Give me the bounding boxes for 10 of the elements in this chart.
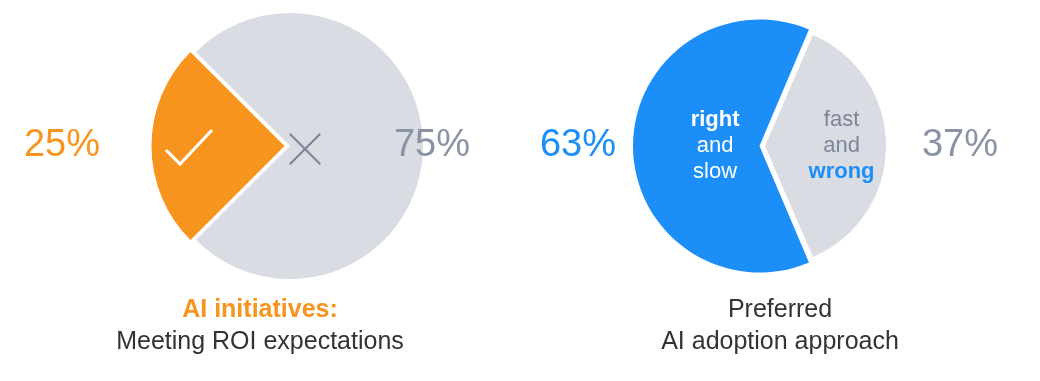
data-label: 63%	[539, 122, 617, 165]
text: Preferred	[726, 293, 834, 324]
text: Meeting ROI expectations	[115, 325, 405, 356]
data-label: 25%	[23, 122, 101, 165]
slice-label: fast and wrong	[807, 106, 875, 184]
data-label: 37%	[921, 122, 999, 165]
slice-label: right and slow	[690, 106, 741, 184]
text: AI adoption approach	[660, 325, 900, 356]
data-label: 75%	[393, 122, 471, 165]
text: AI initiatives:	[181, 293, 339, 324]
